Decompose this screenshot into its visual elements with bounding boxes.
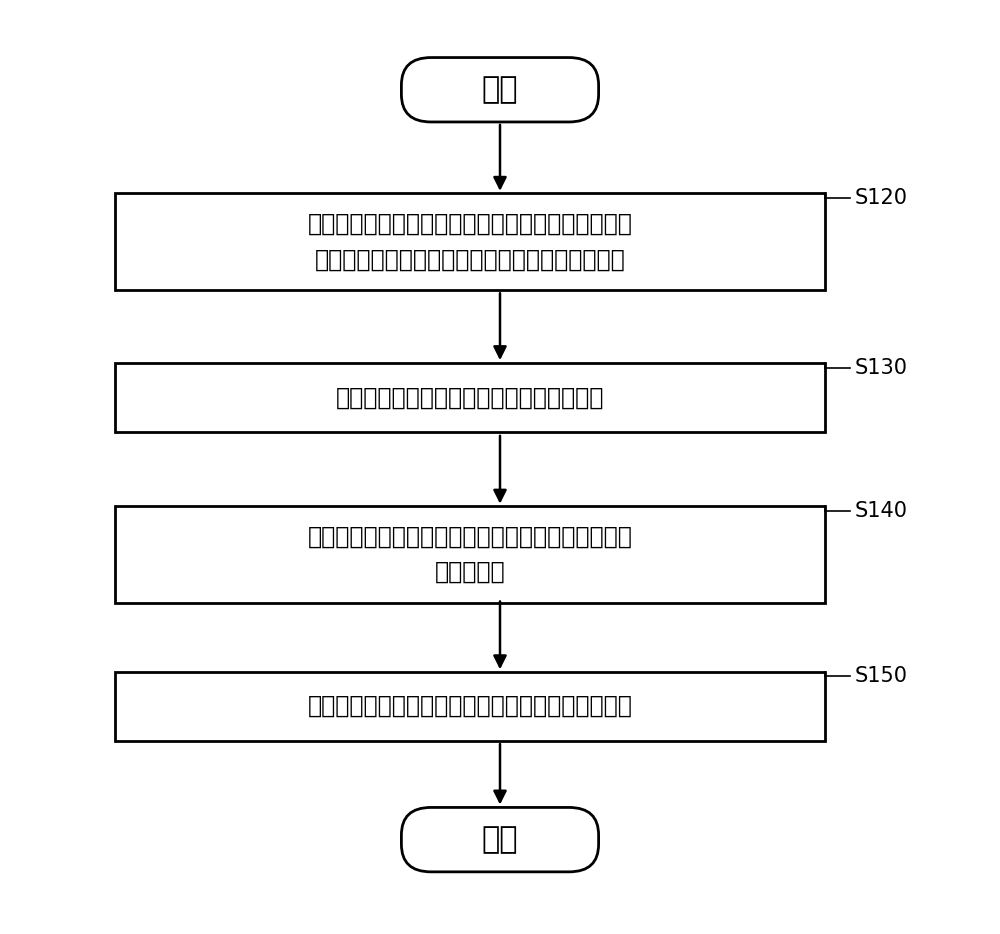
Text: 上一节点检测是否需要对数据信息进行重传: 上一节点检测是否需要对数据信息进行重传 [336,386,605,410]
FancyBboxPatch shape [115,193,825,290]
Text: S120: S120 [855,188,908,208]
FancyBboxPatch shape [401,58,599,122]
FancyBboxPatch shape [115,506,825,602]
Text: 结束: 结束 [482,825,518,855]
Text: 当需要重传时，上一节点检测重传次数是否为预设停
止重传次数: 当需要重传时，上一节点检测重传次数是否为预设停 止重传次数 [308,525,633,584]
Text: S150: S150 [855,666,908,686]
FancyBboxPatch shape [115,363,825,432]
Text: S140: S140 [855,501,908,521]
Text: S130: S130 [855,358,908,378]
FancyBboxPatch shape [401,807,599,871]
Text: 在预设传输路径中，相邻两个节点中的上一节点下发
数据信息和重传次数给相邻两个节点中的下一节点: 在预设传输路径中，相邻两个节点中的上一节点下发 数据信息和重传次数给相邻两个节点… [308,212,633,271]
Text: 开始: 开始 [482,76,518,105]
Text: 当不为预设停止重传次数时，上一节点进行重传处理: 当不为预设停止重传次数时，上一节点进行重传处理 [308,694,633,718]
FancyBboxPatch shape [115,672,825,741]
